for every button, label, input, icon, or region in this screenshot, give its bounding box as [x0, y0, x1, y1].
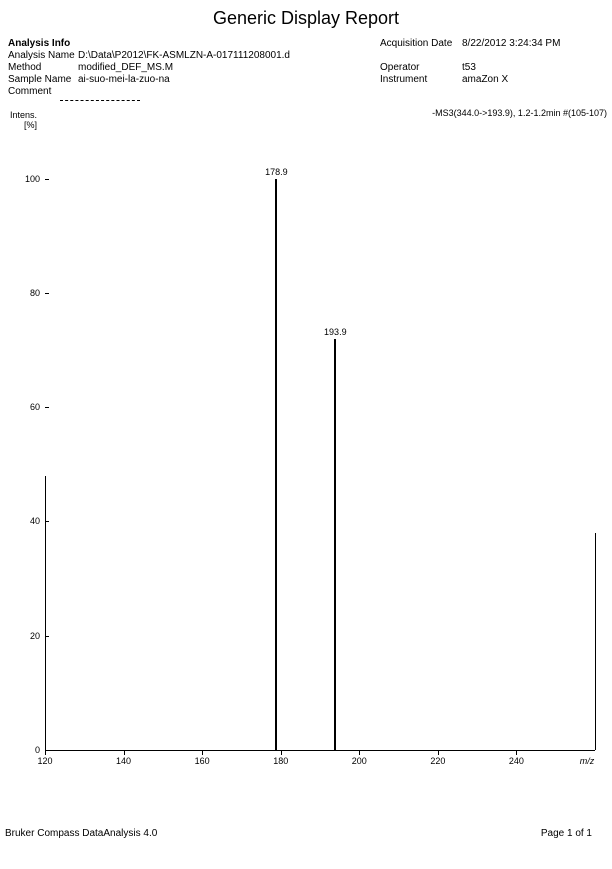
y-tick-label: 20	[15, 631, 40, 641]
x-tick-mark	[202, 750, 203, 755]
y-axis-title: Intens. [%]	[10, 110, 37, 130]
y-axis-title-line1: Intens.	[10, 110, 37, 120]
x-tick-label: 160	[195, 756, 210, 766]
peak-label: 193.9	[324, 327, 347, 337]
noise-segment	[595, 533, 596, 750]
x-tick-label: 120	[37, 756, 52, 766]
baseline	[45, 750, 595, 751]
x-tick-mark	[124, 750, 125, 755]
x-axis-end-label: m/z	[580, 756, 595, 766]
method-value: modified_DEF_MS.M	[78, 62, 173, 74]
footer-software: Bruker Compass DataAnalysis 4.0	[5, 828, 157, 839]
acq-date-value: 8/22/2012 3:24:34 PM	[462, 38, 560, 50]
noise-segment	[45, 476, 46, 750]
report-title: Generic Display Report	[0, 8, 612, 29]
x-tick-mark	[516, 750, 517, 755]
operator-value: t53	[462, 62, 476, 74]
operator-label: Operator	[380, 62, 462, 74]
x-tick-mark	[281, 750, 282, 755]
x-tick-mark	[359, 750, 360, 755]
peak-label: 178.9	[265, 167, 288, 177]
y-tick-label: 60	[15, 402, 40, 412]
spectrum-annotation: -MS3(344.0->193.9), 1.2-1.2min #(105-107…	[432, 108, 607, 118]
spectrum-peak	[334, 339, 336, 750]
y-tick-mark	[45, 407, 49, 408]
x-tick-label: 240	[509, 756, 524, 766]
y-axis-title-line2: [%]	[10, 120, 37, 130]
analysis-info-right: Acquisition Date 8/22/2012 3:24:34 PM Op…	[380, 38, 560, 86]
analysis-name-label: Analysis Name	[8, 50, 78, 62]
header-noise-line	[60, 100, 140, 101]
spectrum-chart: 120140160180200220240m/z020406080100178.…	[45, 140, 595, 770]
x-tick-label: 200	[352, 756, 367, 766]
y-tick-label: 100	[15, 174, 40, 184]
sample-name-value: ai-suo-mei-la-zuo-na	[78, 74, 170, 86]
instrument-value: amaZon X	[462, 74, 508, 86]
footer-page: Page 1 of 1	[541, 828, 592, 839]
spectrum-peak	[275, 179, 277, 750]
instrument-label: Instrument	[380, 74, 462, 86]
y-tick-mark	[45, 179, 49, 180]
x-tick-label: 180	[273, 756, 288, 766]
y-tick-label: 40	[15, 516, 40, 526]
method-label: Method	[8, 62, 78, 74]
y-tick-label: 0	[15, 745, 40, 755]
analysis-name-value: D:\Data\P2012\FK-ASMLZN-A-017111208001.d	[78, 50, 290, 62]
analysis-info-header: Analysis Info	[8, 38, 70, 50]
x-tick-label: 140	[116, 756, 131, 766]
sample-name-label: Sample Name	[8, 74, 78, 86]
comment-label: Comment	[8, 86, 78, 98]
report-page: Generic Display Report Analysis Info Ana…	[0, 0, 612, 869]
x-tick-mark	[438, 750, 439, 755]
y-tick-label: 80	[15, 288, 40, 298]
analysis-info-left: Analysis Info Analysis Name D:\Data\P201…	[8, 38, 290, 98]
y-tick-mark	[45, 750, 49, 751]
acq-date-label: Acquisition Date	[380, 38, 462, 50]
x-tick-label: 220	[430, 756, 445, 766]
y-tick-mark	[45, 293, 49, 294]
